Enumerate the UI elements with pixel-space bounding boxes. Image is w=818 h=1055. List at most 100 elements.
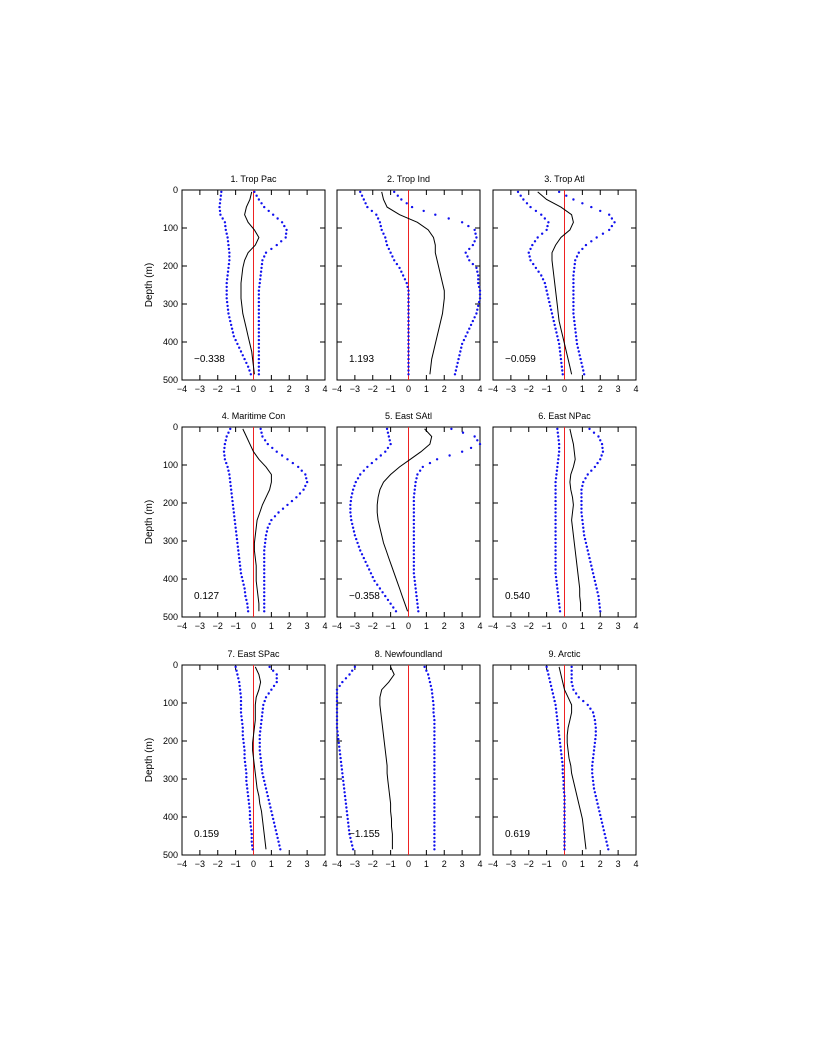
lower-bound-point (534, 266, 538, 270)
lower-bound-point (227, 262, 231, 266)
upper-bound-point (259, 756, 262, 760)
lower-bound-point (228, 477, 232, 480)
upper-bound-point (581, 522, 585, 526)
upper-bound-point (257, 342, 261, 346)
upper-bound-point (433, 730, 436, 733)
lower-bound-point (557, 439, 560, 442)
lower-bound-point (240, 715, 243, 718)
upper-bound-point (260, 715, 264, 718)
upper-bound-point (573, 323, 576, 327)
upper-bound-point (582, 480, 585, 484)
upper-bound-point (433, 741, 436, 745)
lower-bound-point (335, 688, 339, 691)
upper-bound-point (263, 564, 266, 567)
upper-bound-point (584, 243, 588, 247)
x-tick-label: 3 (616, 621, 621, 631)
upper-bound-point (286, 458, 289, 461)
lower-bound-point (225, 232, 228, 235)
x-tick-label: 1 (269, 621, 274, 631)
upper-bound-point (257, 361, 261, 365)
lower-bound-point (219, 213, 222, 216)
y-axis-label: Depth (m) (144, 263, 155, 307)
y-tick-label: 100 (163, 698, 178, 708)
upper-bound-point (600, 821, 604, 824)
lower-bound-point (562, 787, 565, 790)
upper-bound-point (428, 461, 432, 465)
upper-bound-point (573, 319, 576, 323)
lower-bound-point (226, 240, 230, 243)
lower-bound-point (237, 549, 240, 552)
lower-bound-point (532, 262, 535, 266)
x-tick-label: 4 (322, 621, 327, 631)
lower-bound-point (559, 357, 563, 361)
lower-bound-point (247, 798, 250, 802)
lower-bound-point (240, 575, 244, 579)
lower-bound-point (354, 480, 357, 484)
x-tick-label: −2 (213, 384, 223, 394)
lower-bound-point (401, 274, 405, 277)
upper-bound-point (572, 285, 575, 289)
lower-bound-point (553, 699, 556, 703)
upper-bound-point (432, 707, 435, 710)
upper-bound-point (593, 579, 597, 583)
lower-bound-point (559, 745, 562, 748)
x-tick-label: −3 (506, 621, 516, 631)
lower-bound-point (229, 319, 232, 323)
upper-bound-point (598, 810, 601, 813)
upper-bound-point (591, 764, 594, 767)
lower-bound-point (547, 673, 550, 676)
lower-bound-point (561, 768, 564, 771)
upper-bound-point (469, 446, 473, 450)
lower-bound-point (355, 537, 358, 541)
lower-bound-point (558, 606, 561, 609)
upper-bound-point (473, 228, 476, 232)
panel-5: −4 −3 −2 −1 0 1 2 3 4 5. East SAtl −0.358 (332, 411, 483, 631)
upper-bound-point (433, 722, 436, 726)
upper-bound-point (572, 198, 575, 201)
upper-bound-point (475, 266, 478, 270)
upper-bound-point (447, 217, 450, 220)
lower-bound-point (407, 327, 410, 330)
x-tick-label: 0 (406, 621, 411, 631)
y-tick-label: 0 (173, 422, 178, 432)
x-tick-label: −1 (541, 859, 551, 869)
upper-bound-point (464, 251, 467, 254)
lower-bound-point (239, 572, 243, 575)
upper-bound-point (412, 530, 416, 533)
upper-bound-point (595, 587, 598, 590)
upper-bound-point (594, 583, 597, 586)
upper-bound-point (255, 194, 258, 197)
lower-bound-point (556, 587, 559, 590)
upper-bound-point (477, 281, 480, 285)
upper-bound-point (592, 431, 596, 434)
lower-bound-point (386, 598, 390, 602)
lower-bound-point (563, 794, 566, 798)
upper-bound-point (448, 454, 451, 457)
lower-bound-point (516, 190, 520, 194)
upper-bound-point (476, 270, 479, 273)
upper-bound-point (478, 297, 482, 300)
upper-bound-point (277, 840, 280, 843)
lower-bound-point (242, 745, 246, 748)
lower-bound-point (541, 278, 545, 281)
upper-bound-point (575, 255, 579, 258)
y-tick-label: 400 (163, 812, 178, 822)
lower-bound-point (407, 308, 410, 311)
lower-bound-point (344, 802, 348, 805)
lower-bound-point (546, 224, 549, 228)
upper-bound-point (263, 545, 266, 548)
x-tick-label: 3 (616, 384, 621, 394)
x-tick-label: −1 (385, 621, 395, 631)
lower-bound-point (234, 530, 238, 533)
lower-bound-point (563, 817, 566, 821)
lower-bound-point (236, 342, 239, 346)
lower-bound-point (561, 772, 564, 775)
upper-bound-point (258, 741, 261, 745)
panel-title: 6. East NPac (538, 411, 591, 421)
upper-bound-point (257, 289, 261, 292)
upper-bound-point (570, 677, 573, 680)
upper-bound-point (263, 594, 266, 598)
lower-bound-point (335, 692, 339, 695)
upper-bound-point (418, 469, 422, 472)
lower-bound-point (554, 518, 557, 522)
